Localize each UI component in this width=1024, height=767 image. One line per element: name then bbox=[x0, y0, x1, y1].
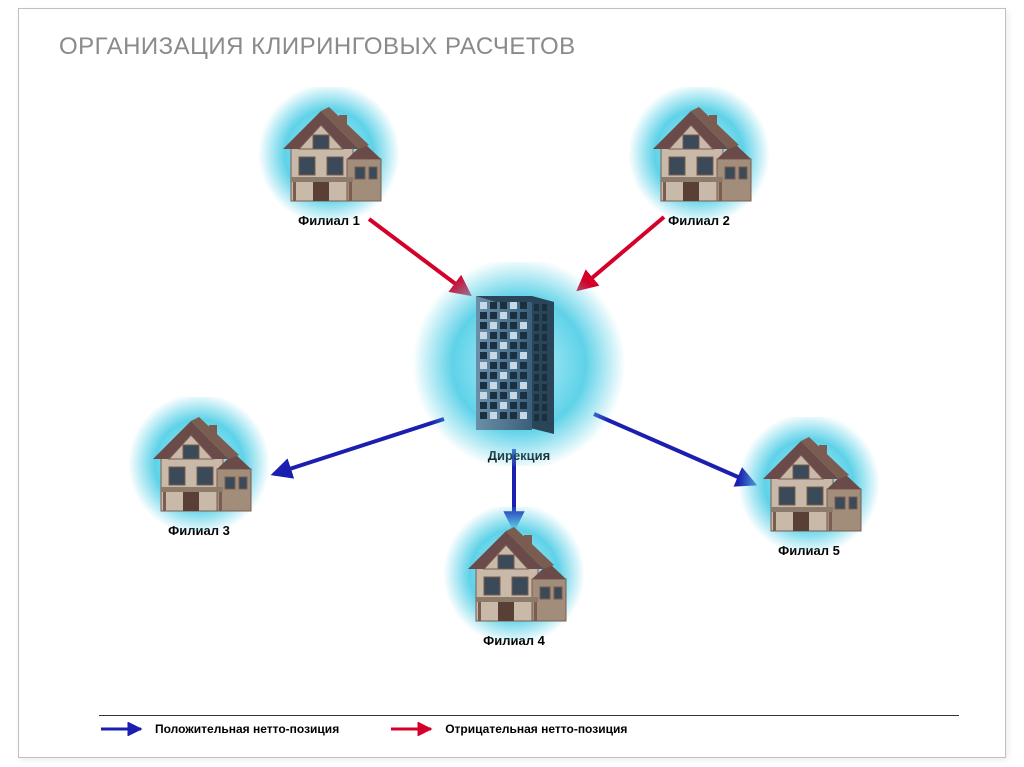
branch3: Филиал 3 bbox=[129, 409, 269, 538]
branch2-icon bbox=[639, 99, 759, 209]
branch4: Филиал 4 bbox=[444, 519, 584, 648]
branch3-icon bbox=[139, 409, 259, 519]
direction-icon bbox=[434, 284, 604, 444]
branch5: Филиал 5 bbox=[739, 429, 879, 558]
slide-title: ОРГАНИЗАЦИЯ КЛИРИНГОВЫХ РАСЧЕТОВ bbox=[59, 33, 576, 61]
branch2: Филиал 2 bbox=[629, 99, 769, 228]
legend-text-1: Отрицательная нетто-позиция bbox=[445, 722, 627, 736]
branch5-icon bbox=[749, 429, 869, 539]
direction: Дирекция bbox=[429, 284, 609, 463]
branch1: Филиал 1 bbox=[259, 99, 399, 228]
legend-arrow-icon bbox=[389, 722, 437, 736]
clearing-diagram: Дирекция Филиал 1 bbox=[99, 89, 919, 679]
legend-arrow-icon bbox=[99, 722, 147, 736]
legend-row: Положительная нетто-позиция Отрицательная… bbox=[99, 722, 959, 736]
branch1-icon bbox=[269, 99, 389, 209]
legend-item-0: Положительная нетто-позиция bbox=[99, 722, 339, 736]
slide-frame: ОРГАНИЗАЦИЯ КЛИРИНГОВЫХ РАСЧЕТОВ Дирекци… bbox=[18, 8, 1006, 758]
legend-text-0: Положительная нетто-позиция bbox=[155, 722, 339, 736]
legend-item-1: Отрицательная нетто-позиция bbox=[389, 722, 627, 736]
branch4-icon bbox=[454, 519, 574, 629]
legend: Положительная нетто-позиция Отрицательная… bbox=[99, 715, 959, 745]
